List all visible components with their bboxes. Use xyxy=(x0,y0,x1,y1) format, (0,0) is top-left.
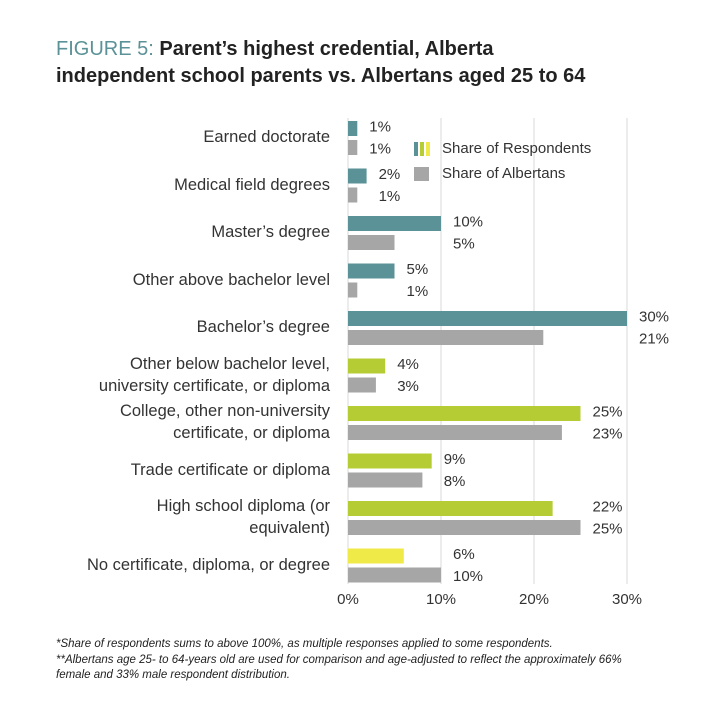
value-label: 5% xyxy=(407,261,429,278)
value-label: 8% xyxy=(444,473,466,490)
category-label: Earned doctorate xyxy=(203,128,330,146)
category-label: Master’s degree xyxy=(211,223,330,241)
bar xyxy=(348,501,553,516)
category-label: Bachelor’s degree xyxy=(196,318,330,336)
bar xyxy=(348,406,581,421)
x-tick-label: 20% xyxy=(519,591,549,608)
value-label: 1% xyxy=(379,188,401,205)
bar xyxy=(348,282,358,298)
value-label: 1% xyxy=(369,118,391,135)
legend-label: Share of Albertans xyxy=(442,165,565,182)
legend-swatch-part xyxy=(426,142,430,156)
x-tick-label: 10% xyxy=(426,591,456,608)
value-label: 25% xyxy=(593,403,623,420)
category-label: Trade certificate or diploma xyxy=(130,460,330,479)
bar xyxy=(348,311,627,326)
bar xyxy=(348,187,358,203)
legend-swatch-part xyxy=(420,142,424,156)
value-label: 9% xyxy=(444,451,466,468)
bar xyxy=(348,425,562,440)
legend-label: Share of Respondents xyxy=(442,140,591,157)
bar xyxy=(348,330,544,345)
footnote: *Share of respondents sums to above 100%… xyxy=(56,638,553,650)
value-label: 5% xyxy=(453,235,475,252)
legend-swatch-part xyxy=(414,142,418,156)
bar xyxy=(348,548,404,564)
category-label: College, other non-university certificat… xyxy=(119,402,330,442)
category-label: High school diploma (or equivalent) xyxy=(156,497,330,537)
bar xyxy=(348,263,395,279)
value-label: 2% xyxy=(379,166,401,183)
footnote: **Albertans age 25- to 64-years old are … xyxy=(56,654,622,681)
title-text: Parent’s highest credential, Alberta ind… xyxy=(56,38,586,87)
bar xyxy=(348,121,358,136)
category-label: No certificate, diploma, or degree xyxy=(86,555,330,574)
value-label: 10% xyxy=(453,568,483,585)
value-label: 4% xyxy=(397,356,419,373)
legend-swatch xyxy=(414,167,429,181)
category-label: Other above bachelor level xyxy=(132,270,330,289)
value-label: 1% xyxy=(369,140,391,157)
legend-swatch xyxy=(414,142,430,156)
x-tick-label: 30% xyxy=(612,591,642,608)
bar xyxy=(348,168,367,184)
value-label: 10% xyxy=(453,213,483,230)
value-label: 23% xyxy=(593,425,623,442)
figure-label: FIGURE 5: xyxy=(56,38,154,60)
x-tick-label: 0% xyxy=(337,591,359,608)
value-label: 21% xyxy=(639,330,669,347)
bar xyxy=(348,567,441,583)
bar xyxy=(348,358,386,374)
bar xyxy=(348,453,432,469)
bar xyxy=(348,520,581,535)
value-label: 1% xyxy=(407,283,429,300)
category-label: Other below bachelor level, university c… xyxy=(98,354,330,395)
value-label: 30% xyxy=(639,308,669,325)
bar xyxy=(348,216,441,231)
chart-title: FIGURE 5: Parent’s highest credential, A… xyxy=(56,36,585,90)
bar xyxy=(348,235,395,250)
value-label: 3% xyxy=(397,378,419,395)
bar xyxy=(348,377,376,393)
value-label: 25% xyxy=(593,520,623,537)
category-label: Medical field degrees xyxy=(174,175,330,194)
bar xyxy=(348,472,423,488)
value-label: 6% xyxy=(453,546,475,563)
value-label: 22% xyxy=(593,498,623,515)
bar xyxy=(348,140,358,155)
